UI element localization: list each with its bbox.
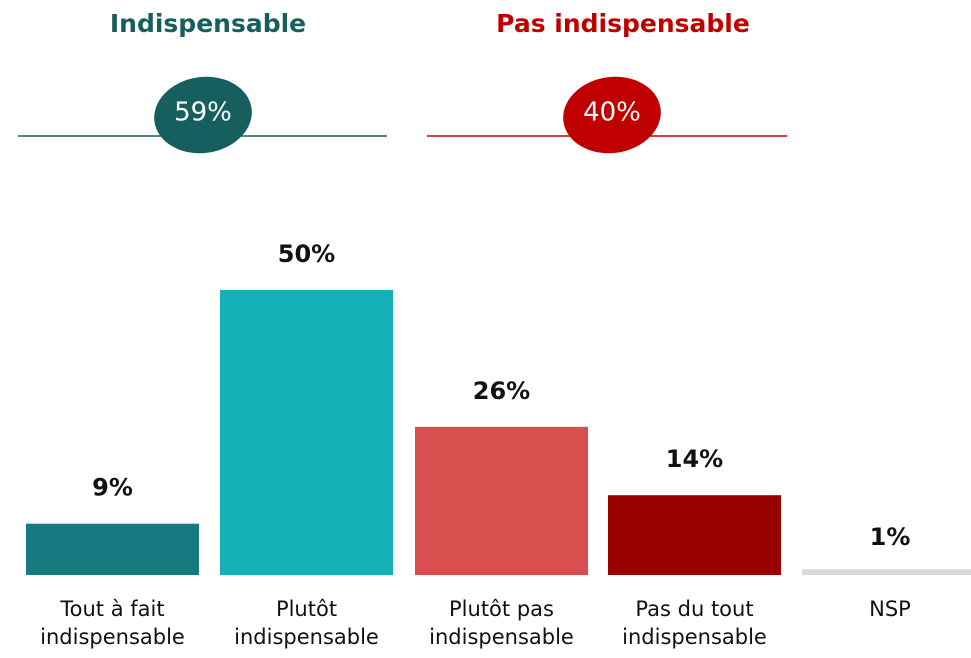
bar	[802, 569, 971, 575]
x-tick-label: indispensable	[234, 625, 379, 649]
x-tick-label: indispensable	[622, 625, 767, 649]
x-tick-label: Tout à fait	[59, 597, 164, 621]
bar	[220, 290, 393, 575]
value-label: 50%	[278, 240, 335, 268]
group-value: 40%	[583, 98, 641, 128]
value-label: 9%	[92, 474, 133, 502]
value-label: 26%	[473, 377, 530, 405]
bar	[26, 523, 199, 575]
bar	[415, 426, 588, 575]
x-tick-label: Pas du tout	[635, 597, 753, 621]
value-label: 1%	[870, 523, 911, 551]
bar	[608, 495, 781, 575]
group-title: Pas indispensable	[496, 9, 750, 38]
x-tick-label: NSP	[869, 597, 911, 621]
group-title: Indispensable	[110, 9, 306, 38]
group-badge	[563, 76, 661, 154]
x-tick-label: indispensable	[429, 625, 574, 649]
x-tick-label: Plutôt pas	[449, 597, 554, 621]
group-value: 59%	[174, 98, 232, 128]
group-badge	[154, 76, 252, 154]
x-tick-label: indispensable	[40, 625, 185, 649]
x-tick-label: Plutôt	[276, 597, 337, 621]
value-label: 14%	[666, 445, 723, 473]
